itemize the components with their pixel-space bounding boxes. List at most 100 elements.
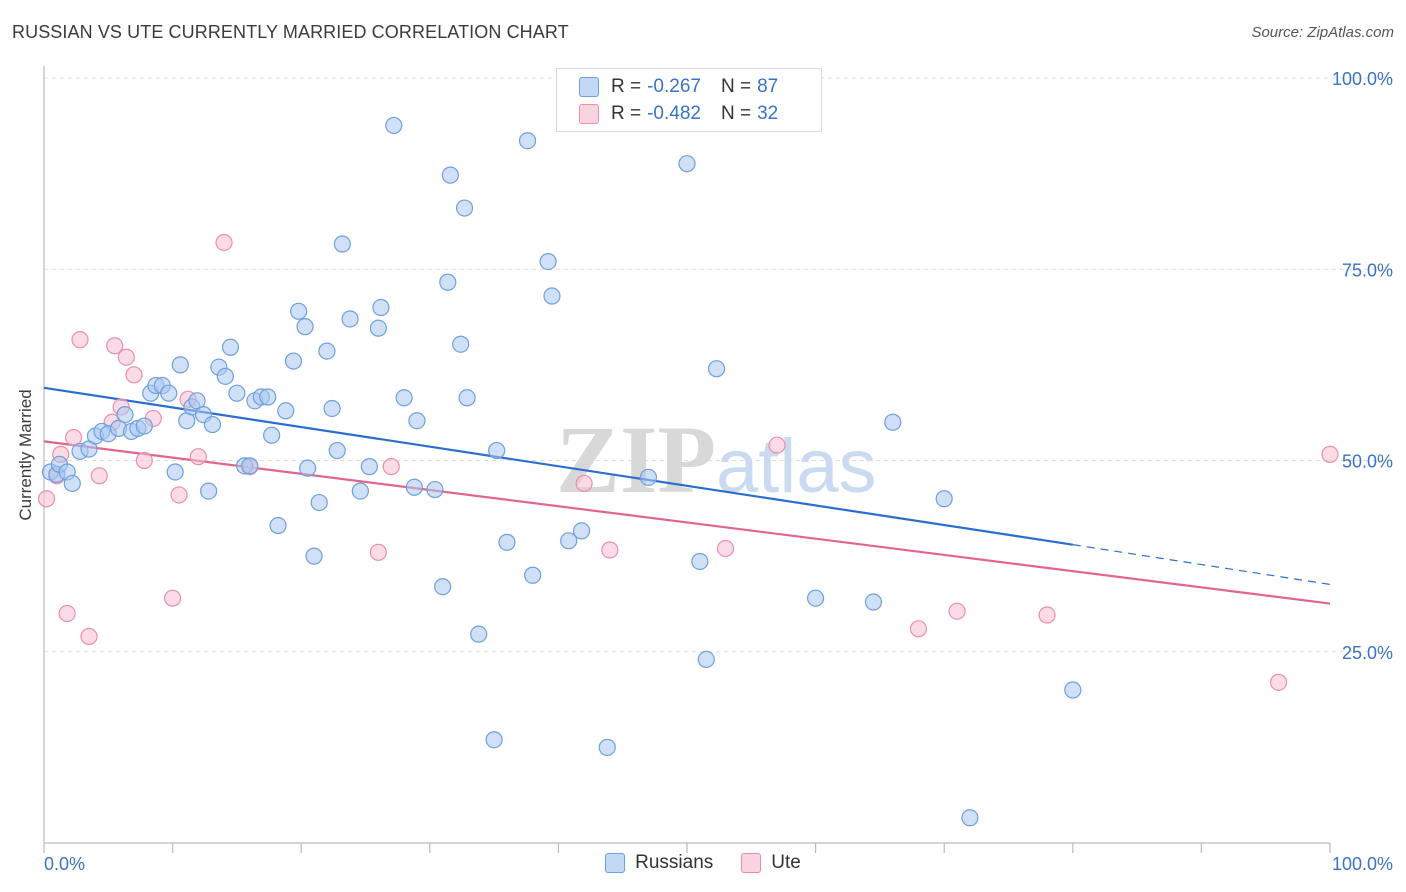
r-value: -0.482 (647, 103, 701, 124)
r-value: -0.267 (647, 76, 701, 97)
russians-point (116, 406, 134, 424)
legend-row-russians: R = -0.267 N = 87 (579, 75, 798, 99)
ute-point (1321, 445, 1339, 463)
russians-point (524, 566, 542, 584)
y-tick-label: 25.0% (1342, 643, 1393, 663)
russians-point (323, 399, 341, 418)
y-axis-label: Currently Married (16, 389, 35, 521)
ute-point (189, 448, 207, 466)
ute-point (768, 436, 786, 454)
russians-point (171, 356, 189, 374)
russians-point (408, 412, 426, 430)
russians-point (458, 389, 476, 407)
russians-point (263, 426, 281, 444)
russians-point (351, 482, 369, 500)
russians-point (452, 335, 470, 353)
watermark-zip: ZIP (556, 406, 716, 513)
russians-point (498, 533, 516, 551)
russians-point (203, 415, 222, 434)
y-tick-label: 100.0% (1332, 69, 1393, 89)
russians-point (488, 441, 506, 460)
ute-trend-line (43, 440, 1331, 605)
ute-point (909, 620, 928, 638)
russians-point (318, 342, 336, 360)
russians-point (485, 731, 503, 749)
n-label: N = (720, 103, 752, 124)
russians-point (228, 384, 246, 402)
russians-point (284, 352, 303, 370)
ute-point (601, 541, 619, 559)
russians-point (572, 522, 591, 540)
tick-labels: 25.0% 50.0% 75.0% 100.0% 0.0% 100.0% (44, 69, 1393, 874)
legend-label-ute: Ute (771, 852, 801, 873)
x-tick-label: 0.0% (44, 854, 85, 874)
russians-trend-line (43, 386, 1073, 546)
russians-point (372, 298, 390, 317)
ute-swatch (579, 104, 599, 124)
russians-point (961, 809, 979, 827)
russians-point (426, 480, 444, 499)
russians-point (678, 155, 696, 173)
russians-point (221, 338, 240, 356)
russians-point (598, 738, 616, 756)
russians-point (405, 478, 423, 496)
legend-row-ute: R = -0.482 N = 32 (579, 102, 798, 126)
russians-point (707, 360, 726, 378)
russians-point (395, 389, 413, 407)
russians-point (1064, 681, 1082, 699)
ute-swatch (741, 853, 762, 873)
ute-point (90, 467, 108, 485)
r-label: R = (611, 103, 642, 124)
russians-point (518, 132, 537, 150)
ute-point (164, 589, 182, 607)
watermark: ZIP atlas (556, 406, 877, 513)
data-points (37, 116, 1339, 827)
legend-label-russians: Russians (635, 852, 714, 873)
ute-point (1038, 606, 1056, 624)
y-tick-label: 75.0% (1342, 260, 1393, 280)
russians-point (305, 547, 323, 565)
russians-point (543, 287, 561, 305)
russians-point (333, 235, 351, 253)
ute-point (575, 474, 593, 493)
russians-point (290, 302, 308, 320)
russians-point (63, 474, 81, 493)
russians-point (935, 490, 953, 508)
stats-legend: R = -0.267 N = 87 R = -0.482 N = 32 (556, 68, 822, 132)
ute-point (71, 331, 89, 349)
series-legend: Russians Ute (0, 852, 1406, 874)
russians-point (328, 441, 346, 460)
ute-point (106, 337, 124, 355)
russians-trend-extension (1072, 544, 1331, 586)
x-tick-label: 100.0% (1332, 854, 1393, 874)
russians-swatch (579, 77, 599, 97)
ute-point (716, 539, 735, 558)
ute-point (170, 486, 188, 504)
russians-point (639, 468, 658, 486)
ute-point (135, 451, 153, 470)
russians-point (200, 482, 218, 500)
r-label: R = (611, 76, 642, 97)
russians-point (310, 493, 328, 512)
legend-item-ute[interactable]: Ute (741, 852, 801, 874)
watermark-atlas: atlas (716, 424, 877, 509)
russians-swatch (605, 853, 626, 873)
russians-point (241, 457, 259, 475)
russians-point (691, 552, 709, 571)
axes (43, 66, 1331, 853)
ute-point (37, 490, 56, 508)
russians-point (299, 459, 317, 477)
ute-point (369, 543, 387, 561)
y-tick-label: 50.0% (1342, 452, 1393, 472)
legend-item-russians[interactable]: Russians (605, 852, 713, 874)
ute-point (125, 366, 143, 384)
russians-point (160, 384, 178, 402)
ute-point (117, 348, 135, 366)
ute-point (80, 627, 98, 646)
russians-point (385, 116, 403, 135)
russians-point (697, 650, 715, 669)
russians-point (470, 625, 488, 643)
russians-point (166, 463, 184, 481)
chart-title: RUSSIAN VS UTE CURRENTLY MARRIED CORRELA… (12, 22, 569, 42)
